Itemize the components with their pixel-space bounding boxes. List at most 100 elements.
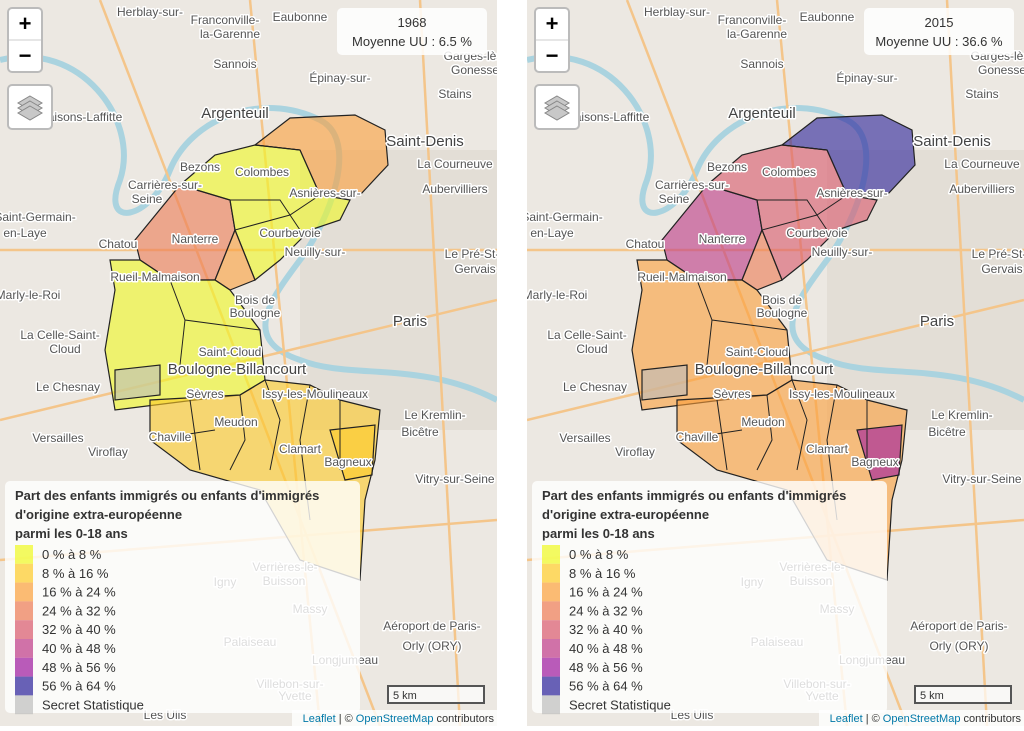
place-label: Gonesse (451, 63, 499, 77)
place-label: Boulogne (757, 306, 808, 320)
legend-swatch (15, 582, 33, 602)
attribution-box (292, 710, 497, 726)
legend-swatch (542, 601, 560, 621)
commune-border (781, 144, 828, 151)
place-label: Rueil-Malmaison (637, 270, 726, 284)
attribution-leaflet[interactable]: Leaflet (303, 713, 336, 725)
scale-label: 5 km (920, 690, 944, 702)
commune-border (756, 394, 773, 471)
place-label: Bicêtre (928, 425, 966, 439)
place-label: Bois de (762, 293, 802, 307)
commune-border (761, 194, 848, 231)
place-label: Aéroport de Paris- (910, 619, 1007, 633)
place-label: Saint-Germain- (521, 210, 602, 224)
legend-label: Secret Statistique (42, 697, 144, 712)
legend-label: 24 % à 32 % (569, 603, 643, 618)
place-label: Vitry-sur-Seine (415, 472, 494, 486)
info-box (864, 8, 1014, 55)
layers-button[interactable] (7, 84, 53, 130)
commune-border (264, 379, 281, 471)
place-label: Versailles (559, 431, 610, 445)
legend-label: 16 % à 24 % (569, 585, 643, 600)
commune-border (676, 429, 743, 441)
scale-bar (387, 685, 485, 704)
place-label: Gervais (981, 262, 1022, 276)
place-label: Aubervilliers (422, 182, 487, 196)
place-label: Aubervilliers (949, 182, 1014, 196)
place-label: Courbevoie (259, 226, 321, 240)
zoom-out[interactable]: − (19, 43, 32, 68)
place-label: Le Pré-St- (445, 247, 500, 261)
place-label: la-Garenne (727, 27, 787, 41)
zoom-out[interactable]: − (546, 43, 559, 68)
map-panel: Argenteuil Saint-Denis Colombes Nanterre Cou… (521, 0, 1024, 726)
attribution-osm[interactable]: OpenStreetMap (883, 713, 961, 725)
legend-swatch (542, 657, 560, 677)
place-label: Asnières-sur- (816, 186, 887, 200)
place-label: Viroflay (88, 445, 128, 459)
place-label: Neuilly-sur- (285, 245, 346, 259)
place-label: Bois de (235, 293, 275, 307)
attribution-leaflet[interactable]: Leaflet (830, 713, 863, 725)
commune-border (757, 199, 828, 231)
legend-label: 48 % à 56 % (569, 660, 643, 675)
place-label: Paris (393, 313, 427, 330)
attribution: Leaflet | © OpenStreetMap contributors (830, 713, 1022, 725)
road (418, 0, 462, 726)
place-label: Meudon (741, 415, 784, 429)
commune[interactable] (114, 364, 161, 401)
place-label: Issy-les-Moulineaux (262, 387, 368, 401)
place-label: Carrières-sur- (655, 178, 729, 192)
place-label: Gonesse (978, 63, 1024, 77)
place-label: Herblay-sur- (117, 5, 183, 19)
attribution-osm[interactable]: OpenStreetMap (356, 713, 434, 725)
legend-swatch (542, 563, 560, 583)
place-label: Chatou (99, 237, 138, 251)
legend-title: parmi les 0-18 ans (542, 526, 655, 541)
place-label: Eaubonne (800, 10, 855, 24)
commune[interactable] (641, 364, 688, 401)
legend-title: Part des enfants immigrés ou enfants d'i… (15, 488, 319, 503)
zoom-control: +− (534, 7, 570, 73)
layers-button[interactable] (534, 84, 580, 130)
place-label: Maisons-Laffitte (38, 110, 123, 124)
legend-title: Part des enfants immigrés ou enfants d'i… (542, 488, 846, 503)
legend-swatch (15, 620, 33, 639)
place-label: Orly (ORY) (402, 639, 461, 653)
place-label: Rueil-Malmaison (110, 270, 199, 284)
zoom-control: +− (7, 7, 43, 73)
place-label: Boulogne-Billancourt (168, 361, 307, 378)
place-label: Chaville (149, 430, 192, 444)
place-label: Bicêtre (401, 425, 439, 439)
attribution-rest: contributors (437, 713, 495, 725)
place-label: Marly-le-Roi (0, 288, 60, 302)
place-label: Orly (ORY) (929, 639, 988, 653)
scale-label: 5 km (393, 690, 417, 702)
legend-label: 8 % à 16 % (42, 566, 109, 581)
commune-border (179, 319, 186, 366)
legend-swatch (15, 676, 33, 696)
place-label: La Courneuve (944, 157, 1020, 171)
commune-border (189, 399, 201, 471)
legend-swatch (15, 657, 33, 677)
place-label: Courbevoie (786, 226, 848, 240)
place-label: Issy-les-Moulineaux (789, 387, 895, 401)
zoom-in[interactable]: + (19, 11, 32, 36)
place-label: Boulogne (230, 306, 281, 320)
legend-swatch (542, 620, 560, 639)
place-label: Maisons-Laffitte (565, 110, 650, 124)
place-label: en-Laye (530, 226, 574, 240)
place-label: Nanterre (699, 232, 746, 246)
zoom-in[interactable]: + (546, 11, 559, 36)
place-label: Saint-Cloud (199, 345, 262, 359)
road (945, 0, 989, 726)
place-label: Seine (132, 192, 163, 206)
legend-title: parmi les 0-18 ans (15, 526, 128, 541)
commune-border (234, 194, 321, 231)
place-label: Chaville (676, 430, 719, 444)
commune-border (706, 319, 713, 366)
legend-label: 32 % à 40 % (42, 622, 116, 637)
place-label: Colombes (235, 165, 289, 179)
place-label: Le Chesnay (563, 380, 627, 394)
place-label: Stains (965, 87, 998, 101)
